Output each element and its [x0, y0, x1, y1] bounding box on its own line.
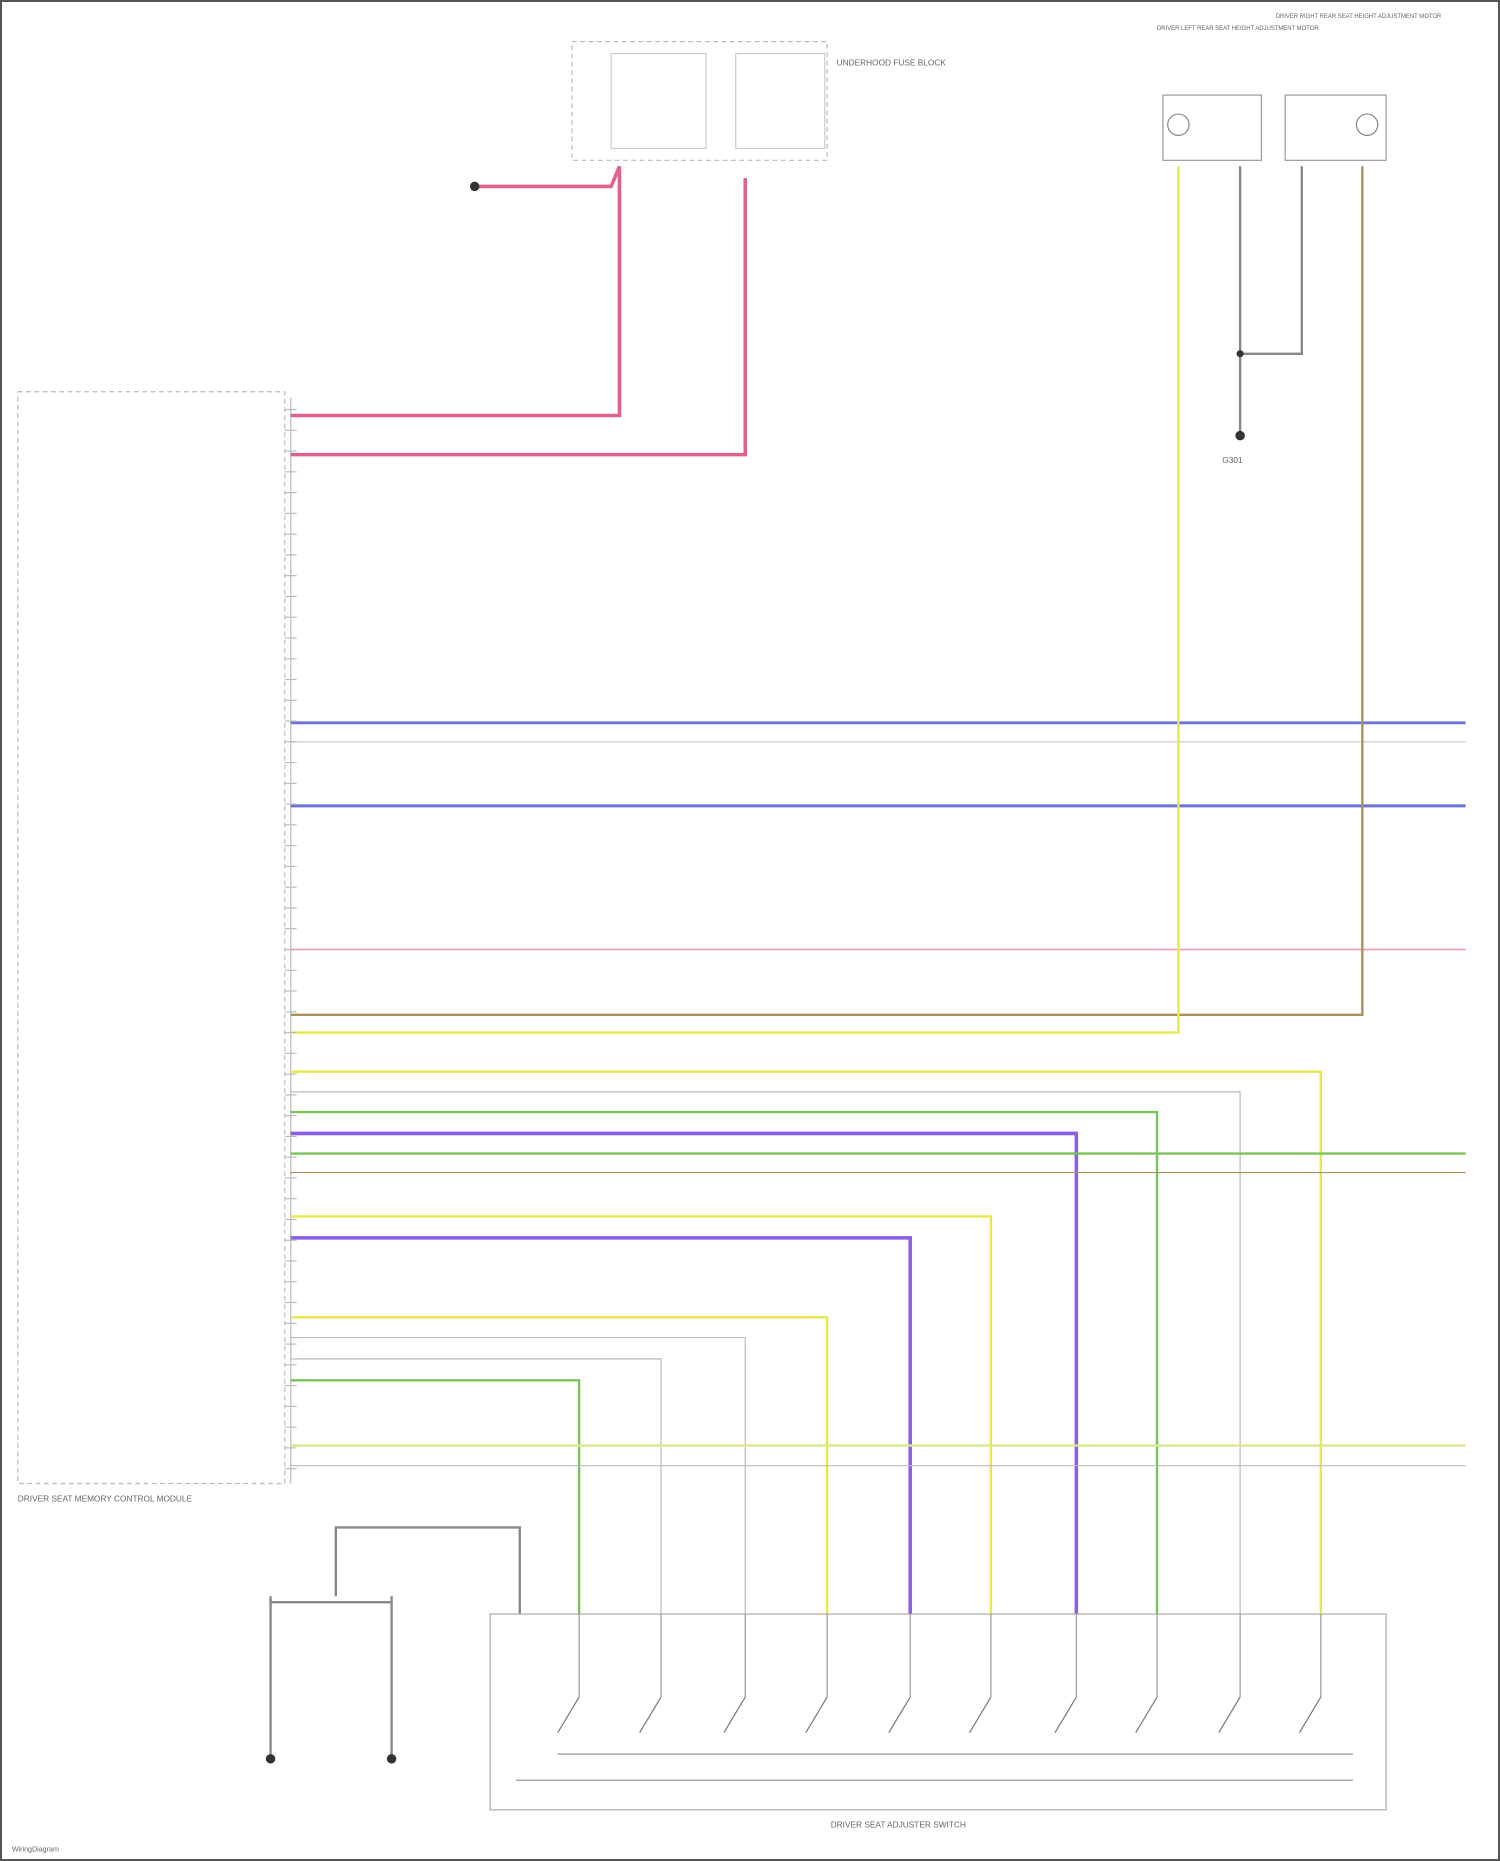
- seat-memory-module: DRIVER SEAT MEMORY CONTROL MODULE: [17, 391, 292, 1503]
- right-motor: DRIVER RIGHT REAR SEAT HEIGHT ADJUSTMENT…: [1276, 14, 1442, 161]
- ground-icon: [265, 1754, 276, 1764]
- switch-contact: [1054, 1696, 1077, 1734]
- fuse-block: UNDERHOOD FUSE BLOCK: [571, 41, 947, 161]
- module-label: DRIVER SEAT MEMORY CONTROL MODULE: [18, 1493, 193, 1503]
- data-wires: [290, 721, 1466, 951]
- switch-wires: [269, 1070, 1466, 1757]
- switch-contact: [969, 1696, 992, 1734]
- switch-contact: [805, 1696, 828, 1734]
- power-wires: [290, 165, 748, 457]
- splice-point: [469, 181, 480, 192]
- left-motor-label: DRIVER LEFT REAR SEAT HEIGHT ADJUSTMENT …: [1157, 26, 1319, 32]
- switch-label: DRIVER SEAT ADJUSTER SWITCH: [831, 1820, 966, 1830]
- switch-contact: [1298, 1696, 1322, 1734]
- switch-contact: [723, 1696, 746, 1734]
- switch-contact: [639, 1696, 662, 1734]
- ground-icon: [1235, 430, 1245, 441]
- seat-adjuster-switch: DRIVER SEAT ADJUSTER SWITCH: [489, 1613, 1387, 1830]
- switch-contact: [888, 1696, 911, 1734]
- fuse-block-label: UNDERHOOD FUSE BLOCK: [837, 57, 947, 67]
- ground-label: G301: [1222, 455, 1243, 465]
- switch-contact: [1218, 1696, 1241, 1734]
- motor-wires: [290, 166, 1364, 1034]
- ground-icon: [386, 1754, 397, 1764]
- left-motor: DRIVER LEFT REAR SEAT HEIGHT ADJUSTMENT …: [1157, 26, 1319, 161]
- switch-contact: [1135, 1696, 1158, 1734]
- right-motor-label: DRIVER RIGHT REAR SEAT HEIGHT ADJUSTMENT…: [1276, 14, 1442, 20]
- switch-contact: [557, 1696, 580, 1734]
- splice-point: [1236, 350, 1244, 358]
- footer-label: WiringDiagram: [12, 1845, 59, 1853]
